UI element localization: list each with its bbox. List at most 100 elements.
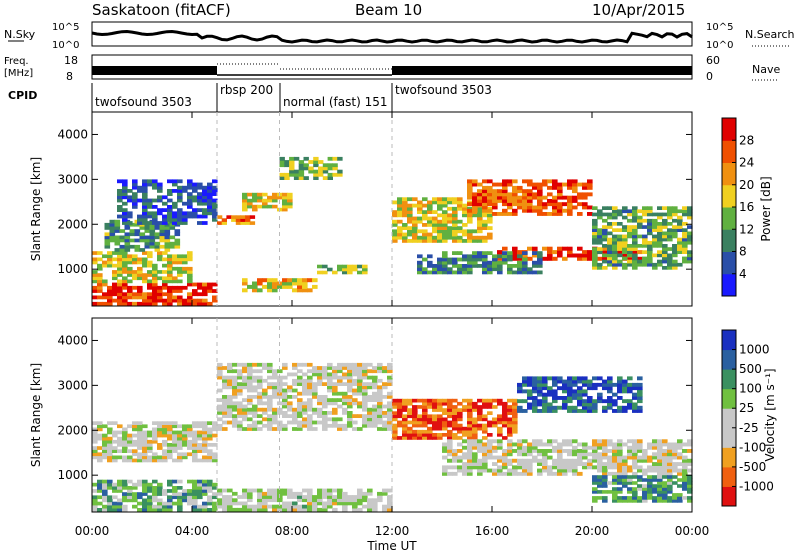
heatmap-cell [127,492,133,496]
heatmap-cell [547,465,553,470]
heatmap-cell [557,195,563,200]
heatmap-cell [164,232,171,237]
heatmap-cell [457,235,463,240]
heatmap-cell [372,411,378,415]
heatmap-cell [482,423,488,428]
heatmap-cell [357,388,363,393]
heatmap-cell [207,189,213,193]
heatmap-cell [682,234,688,239]
heatmap-cell [232,388,238,393]
heatmap-cell [207,495,213,500]
heatmap-cell [412,219,418,224]
heatmap-cell [447,429,453,434]
heatmap-cell [217,488,223,493]
heatmap-cell [592,442,598,447]
heatmap-cell [292,427,298,431]
heatmap-cell [567,458,573,463]
heatmap-cell [197,292,203,297]
heatmap-cell [202,436,208,441]
heatmap-cell [497,199,503,203]
heatmap-cell [202,301,208,306]
heatmap-cell [297,427,303,431]
nave-label: Nave [752,63,780,76]
heatmap-cell [132,427,138,432]
heatmap-cell [137,189,143,193]
heatmap-cell [142,292,148,297]
heatmap-cell [507,445,513,450]
heatmap-cell [187,195,193,200]
heatmap-cell [487,226,493,230]
heatmap-cell [327,388,333,393]
heatmap-cell [132,433,138,438]
heatmap-cell [102,263,108,268]
heatmap-cell [467,264,473,268]
heatmap-cell [382,404,388,409]
heatmap-cell [104,241,111,246]
heatmap-cell [152,492,158,496]
heatmap-cell [242,192,248,197]
heatmap-cell [212,189,218,193]
heatmap-cell [122,508,128,512]
heatmap-cell [182,492,188,496]
heatmap-cell [147,446,153,450]
heatmap-cell [627,455,633,460]
heatmap-cell [217,369,223,374]
heatmap-cell [282,366,288,370]
heatmap-cell [97,452,103,457]
heatmap-cell [467,267,473,272]
heatmap-cell [572,439,578,444]
heatmap-cell [432,423,438,428]
heatmap-cell [542,202,548,207]
heatmap-cell [682,240,688,245]
heatmap-cell [672,445,678,450]
heatmap-cell [487,192,493,197]
heatmap-cell [557,376,563,381]
heatmap-cell [617,468,623,473]
heatmap-cell [152,430,158,435]
heatmap-cell [257,398,263,402]
y-tick-label: 4000 [57,333,88,347]
heatmap-cell [262,201,268,206]
heatmap-cell [232,395,238,399]
heatmap-cell [152,179,158,184]
heatmap-cell [622,247,628,251]
heatmap-cell [457,468,463,473]
heatmap-cell [152,498,158,503]
heatmap-cell [139,235,146,240]
heatmap-cell [602,206,608,210]
heatmap-cell [172,285,178,290]
heatmap-cell [167,508,173,512]
heatmap-cell [552,462,558,466]
heatmap-cell [92,439,98,444]
heatmap-cell [602,266,608,270]
heatmap-cell [512,202,518,207]
heatmap-cell [297,411,303,415]
heatmap-cell [452,458,458,463]
heatmap-cell [174,241,181,246]
heatmap-cell [117,501,123,506]
heatmap-cell [222,366,228,370]
heatmap-cell [172,495,178,500]
heatmap-cell [129,229,136,233]
heatmap-cell [267,385,273,390]
heatmap-cell [527,468,533,473]
heatmap-cell [222,407,228,412]
heatmap-cell [302,382,308,386]
heatmap-cell [457,251,463,255]
heatmap-cell [632,259,638,264]
heatmap-cell [127,214,133,219]
heatmap-cell [187,430,193,435]
heatmap-cell [612,240,618,245]
heatmap-cell [462,405,468,409]
heatmap-cell [687,499,693,503]
heatmap-cell [322,369,328,374]
heatmap-cell [147,205,153,209]
heatmap-cell [387,488,393,493]
heatmap-cell [467,445,473,450]
heatmap-cell [167,198,173,203]
heatmap-cell [577,399,583,404]
heatmap-cell [327,267,333,272]
heatmap-cell [317,407,323,412]
heatmap-cell [132,285,138,290]
